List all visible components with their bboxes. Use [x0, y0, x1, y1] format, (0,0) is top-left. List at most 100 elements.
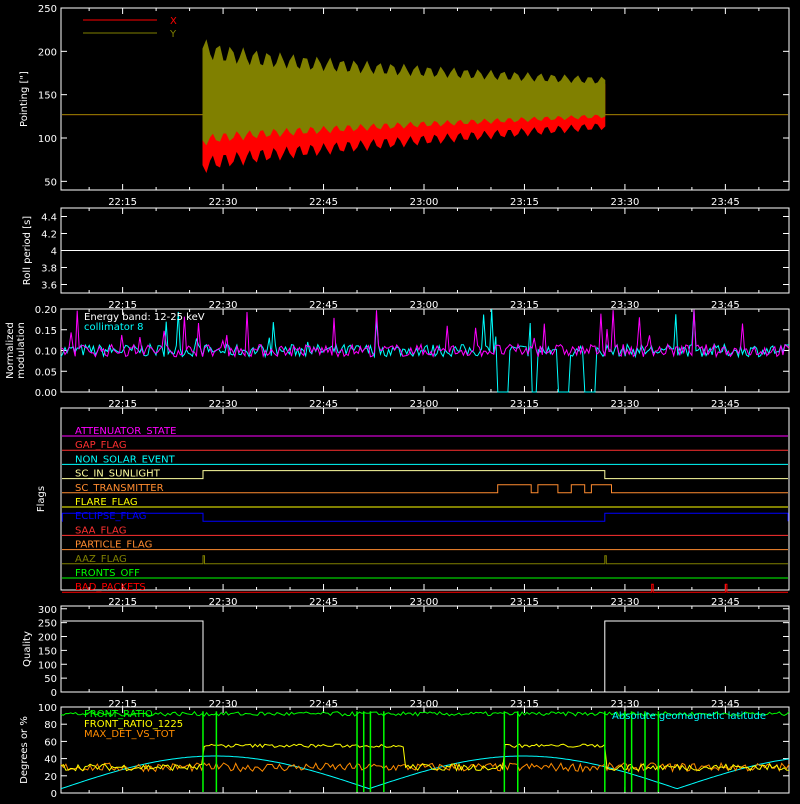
quality-ytick-label: 0 [51, 688, 57, 699]
modulation-time-tick-label: 23:30 [611, 399, 640, 410]
modulation-annotation: Energy band: 12-25 keV [84, 312, 205, 323]
roll-time-tick-label: 23:15 [510, 300, 539, 311]
roll-time-tick-label: 22:15 [108, 300, 137, 311]
pointing-legend-label-Y: Y [169, 29, 177, 40]
flag-label-bad-packets: BAD_PACKETS [75, 582, 146, 593]
quality-ylabel: Quality [22, 631, 33, 667]
degrees-plot-frame [60, 706, 790, 794]
roll-ylabel: Roll period [s] [22, 216, 33, 285]
flag-label-flare-flag: FLARE_FLAG [75, 497, 138, 508]
flags-time-tick-label: 23:30 [611, 597, 640, 608]
roll-time-tick-label: 23:00 [410, 300, 439, 311]
degrees-series-front-ratio-1225 [60, 743, 790, 772]
flag-line-sc-transmitter [62, 484, 788, 494]
flag-label-sc-transmitter: SC_TRANSMITTER [75, 483, 164, 494]
roll-time-tick-label: 22:45 [309, 300, 338, 311]
flag-line-sc-in-sunlight [62, 470, 788, 480]
quality-ytick-label: 300 [38, 605, 57, 616]
quality-time-tick-label: 22:30 [209, 699, 238, 710]
roll-ytick-label: 4.4 [41, 213, 57, 224]
flags-time-tick-label: 23:15 [510, 597, 539, 608]
flags-ylabel: Flags [36, 486, 47, 512]
pointing-ytick-label: 250 [38, 4, 57, 15]
pointing-plot-frame [60, 7, 790, 191]
degrees-annotation-latitude: Absolute geomagnetic latitude [612, 711, 766, 722]
quality-ytick-label: 200 [38, 633, 57, 644]
flag-label-attenuator-state: ATTENUATOR_STATE [75, 426, 176, 437]
modulation-ytick-label: 0.15 [35, 326, 57, 337]
modulation-ytick-label: 0.05 [35, 367, 57, 378]
degrees-series-front-ratio [60, 710, 790, 717]
quality-series [62, 620, 788, 693]
flag-label-particle-flag: PARTICLE_FLAG [75, 540, 152, 551]
modulation-ytick-label: 0.00 [35, 388, 57, 399]
flag-line-aaz-flag [62, 555, 788, 565]
roll-ytick-label: 4.2 [41, 230, 57, 241]
modulation-time-tick-label: 23:45 [711, 399, 740, 410]
flag-label-saa-flag: SAA_FLAG [75, 525, 126, 536]
pointing-time-tick-label: 22:15 [108, 197, 137, 208]
modulation-time-tick-label: 23:15 [510, 399, 539, 410]
modulation-ylabel: modulation [16, 322, 27, 379]
quality-time-tick-label: 23:45 [711, 699, 740, 710]
roll-time-tick-label: 22:30 [209, 300, 238, 311]
roll-ytick-label: 3.8 [41, 264, 57, 275]
roll-time-tick-label: 23:45 [711, 300, 740, 311]
quality-plot-frame [60, 605, 790, 693]
modulation-ylabel: Normalized [5, 322, 16, 379]
flags-time-tick-label: 23:00 [410, 597, 439, 608]
modulation-annotation: collimator 8 [84, 322, 144, 333]
flags-time-tick-label: 22:15 [108, 597, 137, 608]
flag-label-sc-in-sunlight: SC_IN_SUNLIGHT [75, 469, 161, 480]
degrees-ytick-label: 20 [44, 772, 57, 783]
quality-ytick-label: 250 [38, 619, 57, 630]
pointing-ytick-label: 100 [38, 134, 57, 145]
flags-time-tick-label: 23:45 [711, 597, 740, 608]
modulation-time-tick-label: 22:45 [309, 399, 338, 410]
pointing-time-tick-label: 23:15 [510, 197, 539, 208]
pointing-time-tick-label: 22:45 [309, 197, 338, 208]
modulation-time-tick-label: 23:00 [410, 399, 439, 410]
degrees-legend-label: FRONT_RATIO [84, 709, 153, 720]
roll-ytick-label: 4 [51, 247, 57, 258]
flags-time-tick-label: 22:45 [309, 597, 338, 608]
flag-line-eclipse-flag [61, 512, 789, 522]
pointing-ytick-label: 200 [38, 47, 57, 58]
quality-ytick-label: 50 [44, 674, 57, 685]
pointing-ylabel: Pointing ["] [19, 71, 30, 127]
degrees-ytick-label: 100 [38, 703, 57, 714]
roll-time-tick-label: 23:30 [611, 300, 640, 311]
degrees-ytick-label: 80 [44, 720, 57, 731]
flags-plot-frame [60, 407, 790, 591]
degrees-ytick-label: 0 [51, 789, 57, 800]
flag-label-fronts-off: FRONTS_OFF [75, 568, 140, 579]
pointing-time-tick-label: 22:30 [209, 197, 238, 208]
flag-label-aaz-flag: AAZ_FLAG [75, 554, 127, 565]
roll-ytick-label: 3.6 [41, 281, 57, 292]
modulation-time-tick-label: 22:15 [108, 399, 137, 410]
quality-ytick-label: 150 [38, 646, 57, 657]
pointing-time-tick-label: 23:45 [711, 197, 740, 208]
quality-ytick-label: 100 [38, 660, 57, 671]
flag-label-gap-flag: GAP_FLAG [75, 440, 127, 451]
degrees-ytick-label: 40 [44, 755, 57, 766]
modulation-ytick-label: 0.10 [35, 347, 57, 358]
pointing-time-tick-label: 23:00 [410, 197, 439, 208]
degrees-legend-label: MAX_DET_VS_TOT [84, 729, 176, 740]
flag-label-non-solar-event: NON_SOLAR_EVENT [75, 454, 176, 465]
pointing-ytick-label: 50 [44, 177, 57, 188]
flag-label-eclipse-flag: ECLIPSE_FLAG [75, 511, 146, 522]
degrees-legend-label: FRONT_RATIO_1225 [84, 719, 183, 730]
quality-time-tick-label: 23:15 [510, 699, 539, 710]
flags-time-tick-label: 22:30 [209, 597, 238, 608]
quality-time-tick-label: 23:00 [410, 699, 439, 710]
degrees-series-latitude [60, 755, 790, 790]
modulation-series-magenta [60, 309, 790, 359]
quality-time-tick-label: 23:30 [611, 699, 640, 710]
degrees-ylabel: Degrees or % [19, 716, 30, 784]
modulation-ytick-label: 0.20 [35, 305, 57, 316]
quality-time-tick-label: 22:15 [108, 699, 137, 710]
degrees-series-max-det-vs-tot [60, 761, 790, 773]
